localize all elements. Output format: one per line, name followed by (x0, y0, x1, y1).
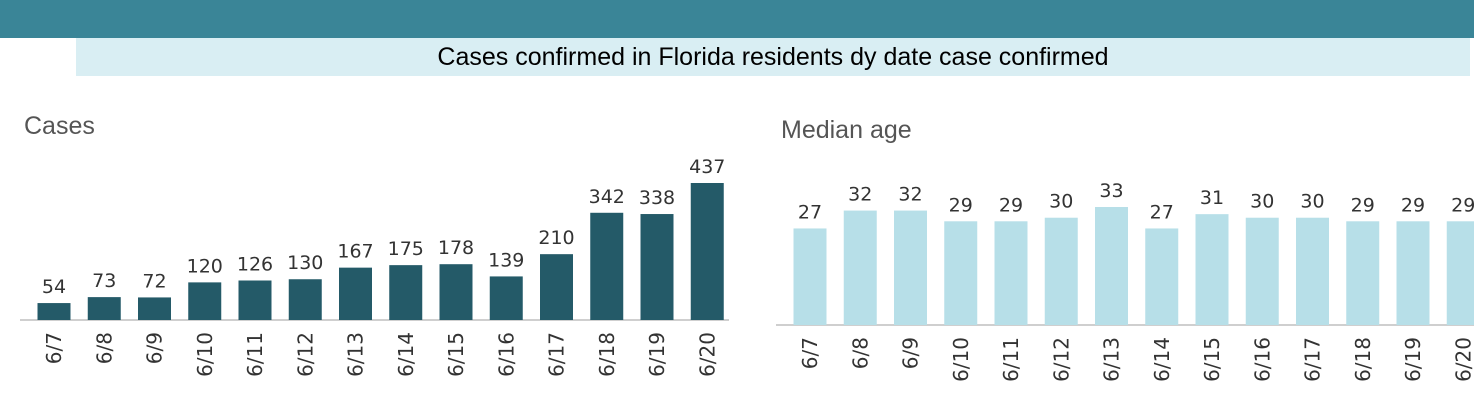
header-band (0, 0, 1474, 38)
median-age-data-label: 32 (898, 184, 922, 206)
median-age-bar (793, 228, 827, 325)
cases-data-label: 167 (337, 241, 373, 263)
median-age-tick-label: 6/8 (848, 337, 872, 369)
cases-tick-label: 6/9 (143, 332, 167, 364)
median-age-tick-label: 6/13 (1100, 337, 1124, 382)
cases-bar (389, 265, 423, 320)
cases-bar (87, 297, 121, 320)
cases-tick-label: 6/11 (243, 332, 267, 377)
cases-data-label: 54 (42, 276, 66, 298)
median-age-tick-label: 6/19 (1401, 337, 1425, 382)
cases-tick-label: 6/13 (344, 332, 368, 377)
cases-bar (640, 214, 674, 320)
cases-tick-label: 6/10 (193, 332, 217, 377)
cases-data-label: 130 (287, 252, 323, 274)
median-age-tick-label: 6/11 (999, 337, 1023, 382)
cases-tick-label: 6/16 (494, 332, 518, 377)
cases-tick-label: 6/17 (545, 332, 569, 377)
cases-tick-label: 6/15 (444, 332, 468, 377)
cases-data-label: 139 (488, 249, 524, 271)
chart-main-title: Cases confirmed in Florida residents dy … (437, 42, 1109, 71)
cases-bar (540, 254, 573, 320)
median-age-bar (1296, 217, 1329, 325)
median-age-bar (1245, 217, 1279, 325)
median-age-data-label: 27 (798, 201, 822, 223)
median-age-bar (944, 221, 978, 325)
cases-tick-label: 6/12 (293, 332, 317, 377)
median-age-bar (994, 221, 1028, 325)
median-age-bar (1095, 207, 1128, 325)
cases-tick-label: 6/20 (695, 332, 719, 377)
cases-data-label: 338 (639, 187, 675, 209)
median-age-tick-label: 6/10 (949, 337, 973, 382)
cases-bar (238, 280, 272, 320)
median-age-tick-label: 6/18 (1351, 337, 1375, 382)
cases-bar (439, 264, 473, 320)
cases-data-label: 120 (187, 255, 223, 277)
median-age-data-label: 29 (999, 194, 1023, 216)
median-age-data-label: 29 (1451, 194, 1474, 216)
median-age-bar (894, 210, 927, 325)
median-age-bar (843, 210, 877, 325)
median-age-data-label: 29 (949, 194, 973, 216)
median-age-bar (1346, 221, 1380, 325)
median-age-data-label: 29 (1401, 194, 1425, 216)
cases-tick-label: 6/18 (595, 332, 619, 377)
cases-data-label: 342 (589, 186, 625, 208)
cases-tick-label: 6/19 (645, 332, 669, 377)
median-age-tick-label: 6/12 (1049, 337, 1073, 382)
median-age-data-label: 31 (1200, 187, 1224, 209)
cases-tick-label: 6/7 (42, 332, 66, 364)
median-age-tick-label: 6/7 (798, 337, 822, 369)
cases-data-label: 72 (142, 270, 166, 292)
cases-bar (339, 267, 372, 320)
median-age-bar (1195, 214, 1229, 325)
median-age-bar (1145, 228, 1179, 325)
median-age-data-label: 27 (1150, 201, 1174, 223)
cases-data-label: 175 (388, 238, 424, 260)
median-age-data-label: 32 (848, 184, 872, 206)
median-age-data-label: 30 (1049, 191, 1073, 213)
median-age-bar (1446, 221, 1474, 325)
cases-bar (690, 183, 724, 320)
title-bar: Cases confirmed in Florida residents dy … (76, 38, 1470, 76)
median-age-data-label: 30 (1300, 191, 1324, 213)
cases-tick-label: 6/14 (394, 332, 418, 377)
median-age-data-label: 30 (1250, 191, 1274, 213)
cases-bar (590, 212, 624, 320)
median-age-tick-label: 6/20 (1451, 337, 1474, 382)
cases-data-label: 73 (92, 270, 116, 292)
cases-bar (288, 279, 322, 320)
cases-chart-title: Cases (24, 112, 95, 140)
median-age-bar (1396, 221, 1430, 325)
median-age-bar (1044, 217, 1078, 325)
cases-data-label: 178 (438, 237, 474, 259)
median-age-tick-label: 6/14 (1150, 337, 1174, 382)
median-age-tick-label: 6/15 (1200, 337, 1224, 382)
cases-data-label: 437 (689, 156, 725, 178)
cases-bar (37, 303, 71, 320)
median-age-tick-label: 6/9 (899, 337, 923, 369)
median-age-tick-label: 6/17 (1301, 337, 1325, 382)
median-age-tick-label: 6/16 (1250, 337, 1274, 382)
median-age-data-label: 29 (1351, 194, 1375, 216)
cases-tick-label: 6/8 (92, 332, 116, 364)
cases-data-label: 126 (237, 253, 273, 275)
cases-bar (138, 297, 171, 320)
cases-data-label: 210 (538, 227, 574, 249)
median-age-chart-title: Median age (781, 116, 912, 144)
median-age-data-label: 33 (1099, 180, 1123, 202)
cases-bar (489, 276, 523, 320)
cases-bar (188, 282, 222, 320)
